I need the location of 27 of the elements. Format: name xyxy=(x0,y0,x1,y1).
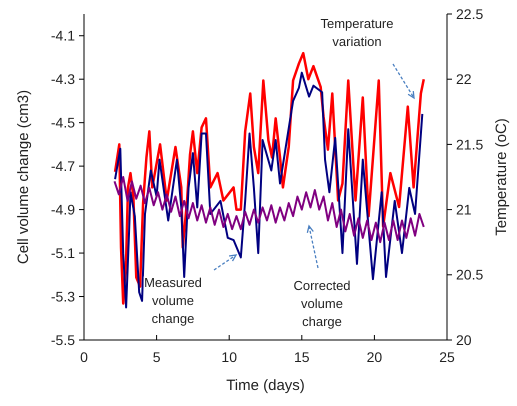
y2-axis-title: Temperature (oC) xyxy=(493,118,510,236)
x-tick-label: 15 xyxy=(294,349,310,365)
line-series xyxy=(113,176,425,244)
annotation: Temperature variation xyxy=(320,16,394,49)
y2-tick-label: 21 xyxy=(456,202,472,218)
y-tick-label: -4.3 xyxy=(50,71,76,88)
y-axis-title: Cell volume change (cm3) xyxy=(15,90,32,264)
y2-tick-label: 20 xyxy=(456,332,472,348)
y-tick-label: -4.5 xyxy=(50,114,76,131)
x-tick-label: 10 xyxy=(221,349,238,365)
x-tick-label: 5 xyxy=(152,349,161,365)
y-tick-label: -4.1 xyxy=(50,28,76,44)
x-tick-label: 25 xyxy=(439,349,455,365)
y2-tick-label: 22 xyxy=(456,71,472,88)
y-tick-label: -5.3 xyxy=(50,288,76,304)
y-tick-label: -5.5 xyxy=(50,332,76,348)
y2-tick-label: 22.5 xyxy=(456,6,484,22)
x-axis-title: Time (days) xyxy=(226,377,305,394)
y2-tick-label: 20.5 xyxy=(456,266,484,283)
y-tick-label: -4.7 xyxy=(50,158,76,174)
y2-tick-label: 21.5 xyxy=(456,136,484,152)
y-tick-label: -5.1 xyxy=(50,244,76,261)
annotation: Measured volume change xyxy=(144,275,202,326)
y-tick-label: -4.9 xyxy=(50,202,76,218)
annotation: Corrected volume charge xyxy=(293,278,351,329)
x-tick-label: 0 xyxy=(80,349,88,365)
x-tick-label: 20 xyxy=(366,349,382,365)
